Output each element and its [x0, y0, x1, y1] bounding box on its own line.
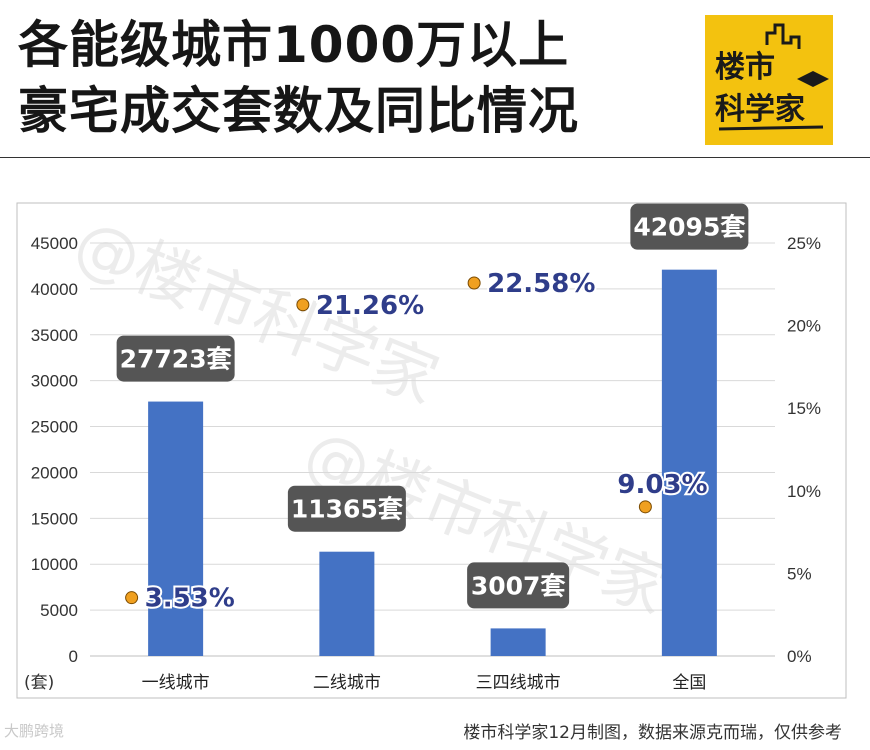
- bar-label-box: [116, 335, 235, 382]
- left-axis-ticks: 0 5000 10000 15000 20000 25000 30000 35000 40000…: [24, 234, 78, 693]
- pct-data-labels: 3.53% 21.26% 22.58% 9.03%: [143, 267, 710, 616]
- pct-point: [125, 591, 139, 605]
- logo-skyline-icon: [718, 23, 829, 131]
- plot-frame: [16, 202, 847, 699]
- bar-value-label: 3007套: [471, 571, 567, 600]
- y-left-tick-label: 40000: [31, 280, 78, 299]
- bar: [319, 551, 375, 656]
- pct-value-label: 22.58%: [487, 269, 595, 299]
- y-left-tick-label: 15000: [31, 509, 78, 528]
- category-label: 全国: [672, 673, 706, 693]
- y-right-tick-label: 10%: [787, 482, 821, 501]
- corner-watermark: 大鹏跨境: [4, 722, 65, 740]
- bar: [490, 628, 546, 656]
- pct-value-label: 21.26%: [316, 291, 424, 321]
- bar-value-label: 11365套: [291, 495, 404, 524]
- bar-value-label: 42095套: [633, 213, 746, 242]
- bar-data-labels: 27723套 11365套 3007套 42095套: [116, 203, 749, 609]
- chart-title-line-1: 各能级城市1000万以上: [18, 16, 570, 74]
- source-note: 楼市科学家12月制图，数据来源克而瑞，仅供参考: [463, 723, 842, 743]
- y-left-tick-label: 35000: [31, 326, 78, 345]
- title-divider: [0, 157, 870, 158]
- pct-point: [467, 276, 481, 290]
- y-left-tick-label: 0: [69, 647, 78, 666]
- y-left-unit-label: (套): [24, 673, 54, 693]
- logo-line-2: 科学家: [715, 92, 805, 127]
- y-right-tick-label: 5%: [787, 564, 812, 583]
- logo-line-1: 楼市: [715, 50, 775, 85]
- pct-point: [638, 500, 652, 514]
- bar-value-label: 27723套: [120, 345, 233, 374]
- bar: [148, 401, 204, 656]
- bar-label-box: [467, 562, 570, 609]
- bar-label-box: [630, 203, 749, 250]
- category-label: 三四线城市: [476, 673, 561, 693]
- category-labels: 一线城市 二线城市 三四线城市 全国: [142, 673, 707, 693]
- bar-label-box: [287, 485, 406, 532]
- y-left-tick-label: 45000: [31, 234, 78, 253]
- pct-value-label: 3.53%: [145, 584, 235, 614]
- y-right-tick-label: 0%: [787, 647, 812, 666]
- pct-value-label: 9.03%: [617, 470, 707, 500]
- bar: [661, 269, 717, 656]
- y-right-tick-label: 25%: [787, 234, 821, 253]
- y-left-tick-label: 10000: [31, 555, 78, 574]
- bar-series: [148, 269, 717, 656]
- y-right-tick-label: 20%: [787, 317, 821, 336]
- y-left-tick-label: 25000: [31, 418, 78, 437]
- right-axis-ticks: 0% 5% 10% 15% 20% 25%: [787, 234, 821, 666]
- y-right-tick-label: 15%: [787, 399, 821, 418]
- pct-points: [125, 276, 652, 605]
- y-left-tick-label: 30000: [31, 372, 78, 391]
- pct-point: [296, 298, 310, 312]
- category-label: 二线城市: [313, 673, 381, 693]
- y-left-tick-label: 20000: [31, 463, 78, 482]
- y-left-tick-label: 5000: [40, 601, 78, 620]
- brand-logo: 楼市 科学家: [705, 15, 833, 145]
- chart-title-line-2: 豪宅成交套数及同比情况: [18, 82, 579, 140]
- category-label: 一线城市: [142, 673, 210, 693]
